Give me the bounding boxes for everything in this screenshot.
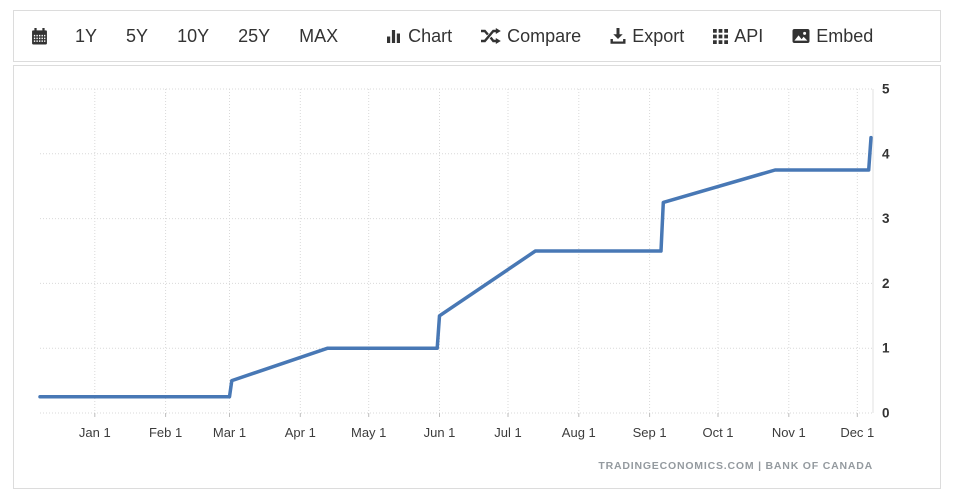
download-icon <box>610 28 626 44</box>
calendar-button[interactable] <box>31 27 48 45</box>
range-button-10y[interactable]: 10Y <box>177 26 209 47</box>
x-axis-label: Oct 1 <box>702 425 733 440</box>
x-axis-label: Dec 1 <box>840 425 874 440</box>
tool-label: Chart <box>408 25 453 46</box>
interest-rate-chart-card: 0 1 2 3 4 5 Jan 1 Feb 1 Mar 1 Apr 1 May 1 Jun 1 Jul … <box>13 65 941 489</box>
range-label: 10Y <box>177 25 210 46</box>
y-axis-label: 2 <box>882 276 890 291</box>
x-axis-label: Jun 1 <box>424 425 456 440</box>
x-axis-label: Jan 1 <box>79 425 111 440</box>
x-axis-label: Sep 1 <box>633 425 667 440</box>
x-axis-label: Jul 1 <box>494 425 521 440</box>
x-axis-label: Feb 1 <box>149 425 182 440</box>
range-button-5y[interactable]: 5Y <box>126 26 148 47</box>
compare-button[interactable]: Compare <box>481 26 581 47</box>
tool-label: Embed <box>816 25 874 46</box>
range-label: 5Y <box>126 25 149 46</box>
range-button-1y[interactable]: 1Y <box>75 26 97 47</box>
shuffle-icon <box>481 28 501 44</box>
x-axis-label: Mar 1 <box>213 425 246 440</box>
range-button-25y[interactable]: 25Y <box>238 26 270 47</box>
y-axis-label: 3 <box>882 211 890 226</box>
image-icon <box>792 28 810 44</box>
chart-attribution: TRADINGECONOMICS.COM | BANK OF CANADA <box>598 460 873 472</box>
x-axis-label: May 1 <box>351 425 386 440</box>
calendar-icon <box>31 27 48 45</box>
rate-line[interactable] <box>38 135 873 399</box>
chart-toolbar: 1Y 5Y 10Y 25Y MAX Chart <box>13 10 941 62</box>
api-button[interactable]: API <box>713 26 763 47</box>
tool-label: Compare <box>507 25 582 46</box>
x-axis-label: Aug 1 <box>562 425 596 440</box>
rate-chart[interactable]: 0 1 2 3 4 5 Jan 1 Feb 1 Mar 1 Apr 1 May 1 Jun 1 Jul … <box>14 66 940 488</box>
range-button-max[interactable]: MAX <box>299 26 338 47</box>
range-label: MAX <box>299 25 339 46</box>
y-axis-label: 1 <box>882 341 890 356</box>
range-label: 1Y <box>75 25 98 46</box>
tool-label: Export <box>632 25 685 46</box>
y-axis-label: 5 <box>882 82 890 97</box>
bar-chart-icon <box>386 28 402 44</box>
chart-type-button[interactable]: Chart <box>386 26 452 47</box>
tool-label: API <box>734 25 764 46</box>
export-button[interactable]: Export <box>610 26 684 47</box>
x-axis-label: Nov 1 <box>772 425 806 440</box>
grid-icon <box>713 28 729 44</box>
y-axis-label: 0 <box>882 406 890 421</box>
y-axis-label: 4 <box>882 146 890 161</box>
x-axis-label: Apr 1 <box>285 425 316 440</box>
embed-button[interactable]: Embed <box>792 26 873 47</box>
range-label: 25Y <box>238 25 271 46</box>
